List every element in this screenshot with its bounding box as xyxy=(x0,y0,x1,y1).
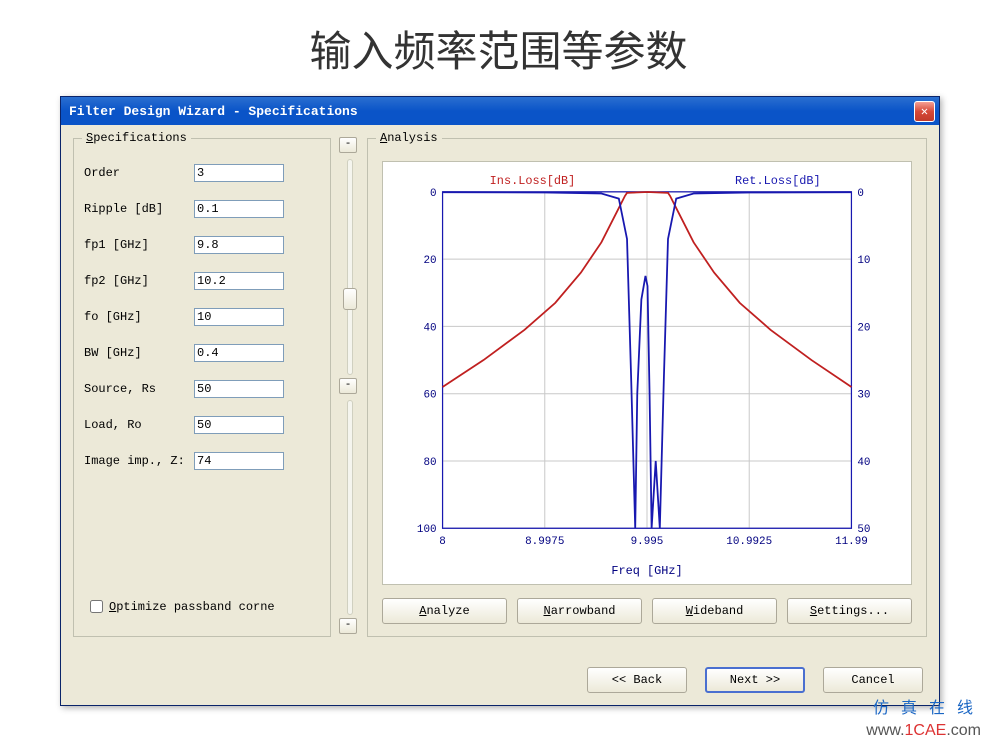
svg-text:Freq [GHz]: Freq [GHz] xyxy=(611,564,682,578)
slider-track-top[interactable] xyxy=(347,159,353,375)
svg-text:30: 30 xyxy=(857,390,870,402)
specifications-group: Specifications Order Ripple [dB] fp1 [GHz]… xyxy=(73,131,331,637)
spec-row-fp1: fp1 [GHz] xyxy=(84,235,284,255)
spec-row-fo: fo [GHz] xyxy=(84,307,284,327)
svg-text:60: 60 xyxy=(424,390,437,402)
svg-text:Ret.Loss[dB]: Ret.Loss[dB] xyxy=(735,174,821,188)
wideband-button[interactable]: Wideband xyxy=(652,598,777,624)
svg-text:8: 8 xyxy=(439,536,446,548)
spec-input-zimg[interactable] xyxy=(194,452,284,470)
spec-row-order: Order xyxy=(84,163,284,183)
page-title: 输入频率范围等参数 xyxy=(0,0,997,89)
spec-row-fp2: fp2 [GHz] xyxy=(84,271,284,291)
slider-minus-mid-icon[interactable]: - xyxy=(339,378,357,394)
analysis-group: Analysis 0 20 40 60 80 100 0 10 20 30 40 50 8 8.9975 9… xyxy=(367,131,927,637)
svg-text:40: 40 xyxy=(857,457,870,469)
svg-text:10: 10 xyxy=(857,255,870,267)
spec-label-order: Order xyxy=(84,166,194,180)
spec-input-fp2[interactable] xyxy=(194,272,284,290)
spec-label-fo: fo [GHz] xyxy=(84,310,194,324)
spec-input-ro[interactable] xyxy=(194,416,284,434)
svg-text:0: 0 xyxy=(857,188,864,200)
svg-text:50: 50 xyxy=(857,524,870,536)
slider-thumb[interactable] xyxy=(343,288,357,310)
svg-text:0: 0 xyxy=(430,188,437,200)
client-area: Specifications Order Ripple [dB] fp1 [GHz]… xyxy=(61,125,939,705)
spec-row-rs: Source, Rs xyxy=(84,379,284,399)
optimize-label: Optimize passband corne xyxy=(109,600,275,614)
spec-input-order[interactable] xyxy=(194,164,284,182)
spec-row-zimg: Image imp., Z: xyxy=(84,451,284,471)
cancel-button[interactable]: Cancel xyxy=(823,667,923,693)
spec-row-ro: Load, Ro xyxy=(84,415,284,435)
svg-text:20: 20 xyxy=(857,322,870,334)
analysis-buttons: Analyze Narrowband Wideband Settings... xyxy=(382,598,912,624)
spec-row-bw: BW [GHz] xyxy=(84,343,284,363)
analyze-button[interactable]: Analyze xyxy=(382,598,507,624)
optimize-checkbox[interactable] xyxy=(90,600,103,613)
svg-text:11.99: 11.99 xyxy=(835,536,868,548)
spec-label-bw: BW [GHz] xyxy=(84,346,194,360)
svg-text:40: 40 xyxy=(424,322,437,334)
specifications-legend: Specifications xyxy=(82,131,191,145)
spec-label-fp2: fp2 [GHz] xyxy=(84,274,194,288)
spec-input-bw[interactable] xyxy=(194,344,284,362)
spec-input-fp1[interactable] xyxy=(194,236,284,254)
analysis-chart: 0 20 40 60 80 100 0 10 20 30 40 50 8 8.9975 9.995 10.99… xyxy=(382,161,912,585)
next-button[interactable]: Next >> xyxy=(705,667,805,693)
svg-text:20: 20 xyxy=(424,255,437,267)
dialog-window: Filter Design Wizard - Specifications ✕ … xyxy=(60,96,940,706)
slider-track-bot[interactable] xyxy=(347,400,353,616)
titlebar: Filter Design Wizard - Specifications ✕ xyxy=(61,97,939,125)
svg-text:9.995: 9.995 xyxy=(631,536,664,548)
back-button[interactable]: << Back xyxy=(587,667,687,693)
spec-label-zimg: Image imp., Z: xyxy=(84,454,194,468)
settings-button[interactable]: Settings... xyxy=(787,598,912,624)
window-title: Filter Design Wizard - Specifications xyxy=(69,104,358,119)
watermark-cn: 仿 真 在 线 xyxy=(873,694,977,718)
svg-text:100: 100 xyxy=(417,524,437,536)
spec-input-rs[interactable] xyxy=(194,380,284,398)
svg-text:10.9925: 10.9925 xyxy=(726,536,772,548)
spec-input-fo[interactable] xyxy=(194,308,284,326)
spec-label-rs: Source, Rs xyxy=(84,382,194,396)
analysis-legend: Analysis xyxy=(376,131,442,145)
spec-row-ripple: Ripple [dB] xyxy=(84,199,284,219)
watermark-url: www.1CAE.com xyxy=(866,722,981,740)
svg-text:80: 80 xyxy=(424,457,437,469)
wizard-buttons: << Back Next >> Cancel xyxy=(587,667,923,693)
spec-label-fp1: fp1 [GHz] xyxy=(84,238,194,252)
spec-input-ripple[interactable] xyxy=(194,200,284,218)
spec-label-ripple: Ripple [dB] xyxy=(84,202,194,216)
narrowband-button[interactable]: Narrowband xyxy=(517,598,642,624)
vertical-slider: - - - xyxy=(339,137,361,637)
slider-minus-bot-icon[interactable]: - xyxy=(339,618,357,634)
svg-text:8.9975: 8.9975 xyxy=(525,536,564,548)
close-icon[interactable]: ✕ xyxy=(914,101,935,122)
svg-text:Ins.Loss[dB]: Ins.Loss[dB] xyxy=(490,174,576,188)
slider-minus-top-icon[interactable]: - xyxy=(339,137,357,153)
optimize-row: Optimize passband corne xyxy=(86,597,275,616)
spec-label-ro: Load, Ro xyxy=(84,418,194,432)
